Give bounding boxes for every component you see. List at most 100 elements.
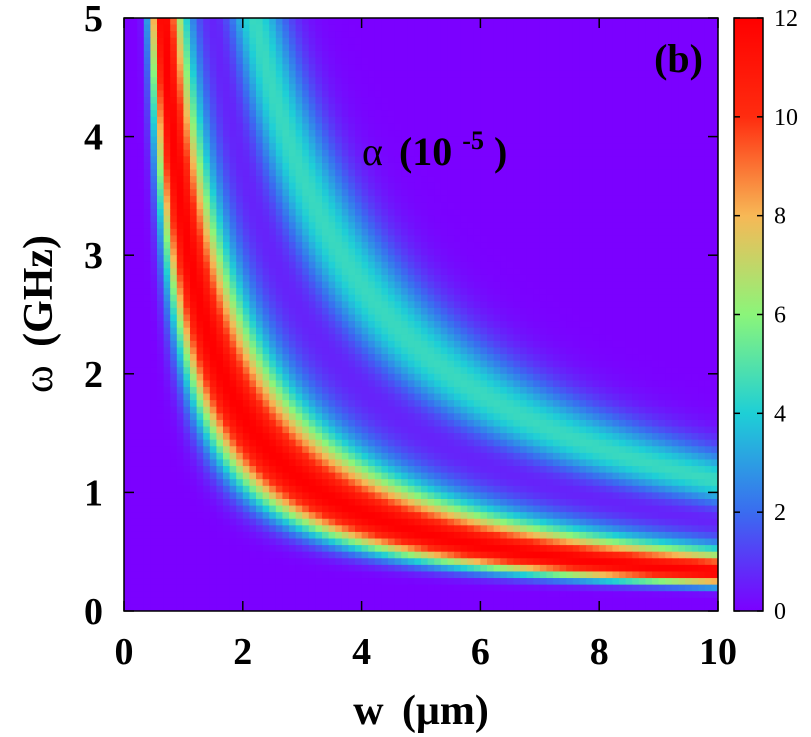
heatmap-cell bbox=[289, 195, 297, 204]
heatmap-cell bbox=[322, 248, 330, 256]
heatmap-cell bbox=[480, 103, 488, 111]
heatmap-cell bbox=[691, 182, 699, 190]
heatmap-cell bbox=[196, 215, 204, 223]
heatmap-cell bbox=[645, 373, 653, 381]
heatmap-cell bbox=[328, 228, 336, 237]
heatmap-cell bbox=[599, 136, 607, 144]
heatmap-cell bbox=[236, 83, 244, 92]
heatmap-cell bbox=[388, 354, 396, 362]
heatmap-cell bbox=[632, 116, 640, 125]
heatmap-cell bbox=[434, 77, 442, 85]
heatmap-cell bbox=[427, 294, 435, 302]
heatmap-cell bbox=[480, 149, 488, 157]
heatmap-cell bbox=[592, 367, 600, 375]
heatmap-cell bbox=[480, 136, 488, 144]
heatmap-cell bbox=[209, 31, 217, 39]
heatmap-cell bbox=[599, 182, 607, 190]
heatmap-cell bbox=[256, 242, 264, 250]
heatmap-cell bbox=[163, 268, 171, 276]
heatmap-cell bbox=[143, 169, 151, 177]
heatmap-cell bbox=[289, 301, 297, 309]
heatmap-cell bbox=[473, 83, 481, 92]
heatmap-cell bbox=[322, 334, 330, 342]
heatmap-cell bbox=[625, 182, 633, 190]
heatmap-cell bbox=[678, 367, 686, 375]
heatmap-cell bbox=[183, 143, 191, 151]
heatmap-cell bbox=[269, 149, 277, 157]
heatmap-cell bbox=[295, 169, 303, 177]
heatmap-cell bbox=[691, 18, 699, 26]
heatmap-cell bbox=[348, 255, 356, 263]
heatmap-cell bbox=[355, 130, 363, 138]
heatmap-cell bbox=[546, 64, 554, 72]
heatmap-cell bbox=[513, 97, 521, 105]
heatmap-cell bbox=[553, 367, 561, 375]
heatmap-cell bbox=[289, 83, 297, 92]
heatmap-cell bbox=[605, 143, 613, 151]
heatmap-cell bbox=[605, 136, 613, 144]
heatmap-cell bbox=[295, 294, 303, 302]
heatmap-cell bbox=[302, 149, 310, 157]
heatmap-cell bbox=[473, 268, 481, 276]
heatmap-cell bbox=[434, 347, 442, 355]
heatmap-cell bbox=[262, 44, 270, 52]
heatmap-cell bbox=[526, 103, 534, 111]
heatmap-cell bbox=[553, 110, 561, 118]
heatmap-cell bbox=[671, 44, 679, 52]
heatmap-cell bbox=[236, 327, 244, 335]
heatmap-cell bbox=[638, 189, 646, 197]
heatmap-cell bbox=[533, 90, 541, 98]
heatmap-cell bbox=[236, 228, 244, 237]
heatmap-cell bbox=[401, 103, 409, 111]
heatmap-cell bbox=[170, 380, 178, 388]
heatmap-cell bbox=[533, 373, 541, 381]
heatmap-cell bbox=[678, 90, 686, 98]
heatmap-cell bbox=[328, 31, 336, 39]
heatmap-cell bbox=[520, 189, 528, 197]
heatmap-cell bbox=[500, 202, 508, 210]
heatmap-cell bbox=[638, 209, 646, 217]
heatmap-cell bbox=[526, 18, 534, 26]
heatmap-cell bbox=[242, 209, 250, 217]
heatmap-cell bbox=[553, 360, 561, 368]
heatmap-cell bbox=[533, 37, 541, 45]
heatmap-cell bbox=[421, 314, 429, 322]
heatmap-cell bbox=[493, 136, 501, 144]
heatmap-cell bbox=[374, 340, 382, 349]
heatmap-cell bbox=[619, 314, 627, 322]
heatmap-cell bbox=[671, 70, 679, 78]
heatmap-cell bbox=[586, 103, 594, 111]
heatmap-cell bbox=[374, 294, 382, 302]
heatmap-cell bbox=[612, 130, 620, 138]
heatmap-cell bbox=[440, 340, 448, 349]
heatmap-cell bbox=[473, 116, 481, 125]
heatmap-cell bbox=[229, 347, 237, 355]
heatmap-cell bbox=[454, 248, 462, 256]
heatmap-cell bbox=[671, 327, 679, 335]
heatmap-cell bbox=[506, 255, 514, 263]
heatmap-cell bbox=[704, 255, 712, 263]
heatmap-cell bbox=[236, 314, 244, 322]
heatmap-cell bbox=[394, 307, 402, 316]
heatmap-cell bbox=[533, 18, 541, 26]
heatmap-cell bbox=[275, 130, 283, 138]
heatmap-cell bbox=[480, 182, 488, 190]
heatmap-cell bbox=[473, 294, 481, 302]
heatmap-cell bbox=[203, 281, 211, 289]
heatmap-cell bbox=[579, 83, 587, 92]
heatmap-cell bbox=[592, 116, 600, 125]
heatmap-cell bbox=[599, 169, 607, 177]
heatmap-cell bbox=[315, 57, 323, 65]
heatmap-cell bbox=[460, 268, 468, 276]
heatmap-cell bbox=[473, 123, 481, 131]
heatmap-cell bbox=[401, 248, 409, 256]
heatmap-cell bbox=[407, 235, 415, 243]
heatmap-cell bbox=[652, 123, 660, 131]
heatmap-cell bbox=[256, 360, 264, 368]
heatmap-cell bbox=[388, 162, 396, 171]
heatmap-cell bbox=[269, 215, 277, 223]
heatmap-cell bbox=[619, 37, 627, 45]
heatmap-cell bbox=[652, 340, 660, 349]
heatmap-cell bbox=[638, 64, 646, 72]
heatmap-cell bbox=[414, 77, 422, 85]
